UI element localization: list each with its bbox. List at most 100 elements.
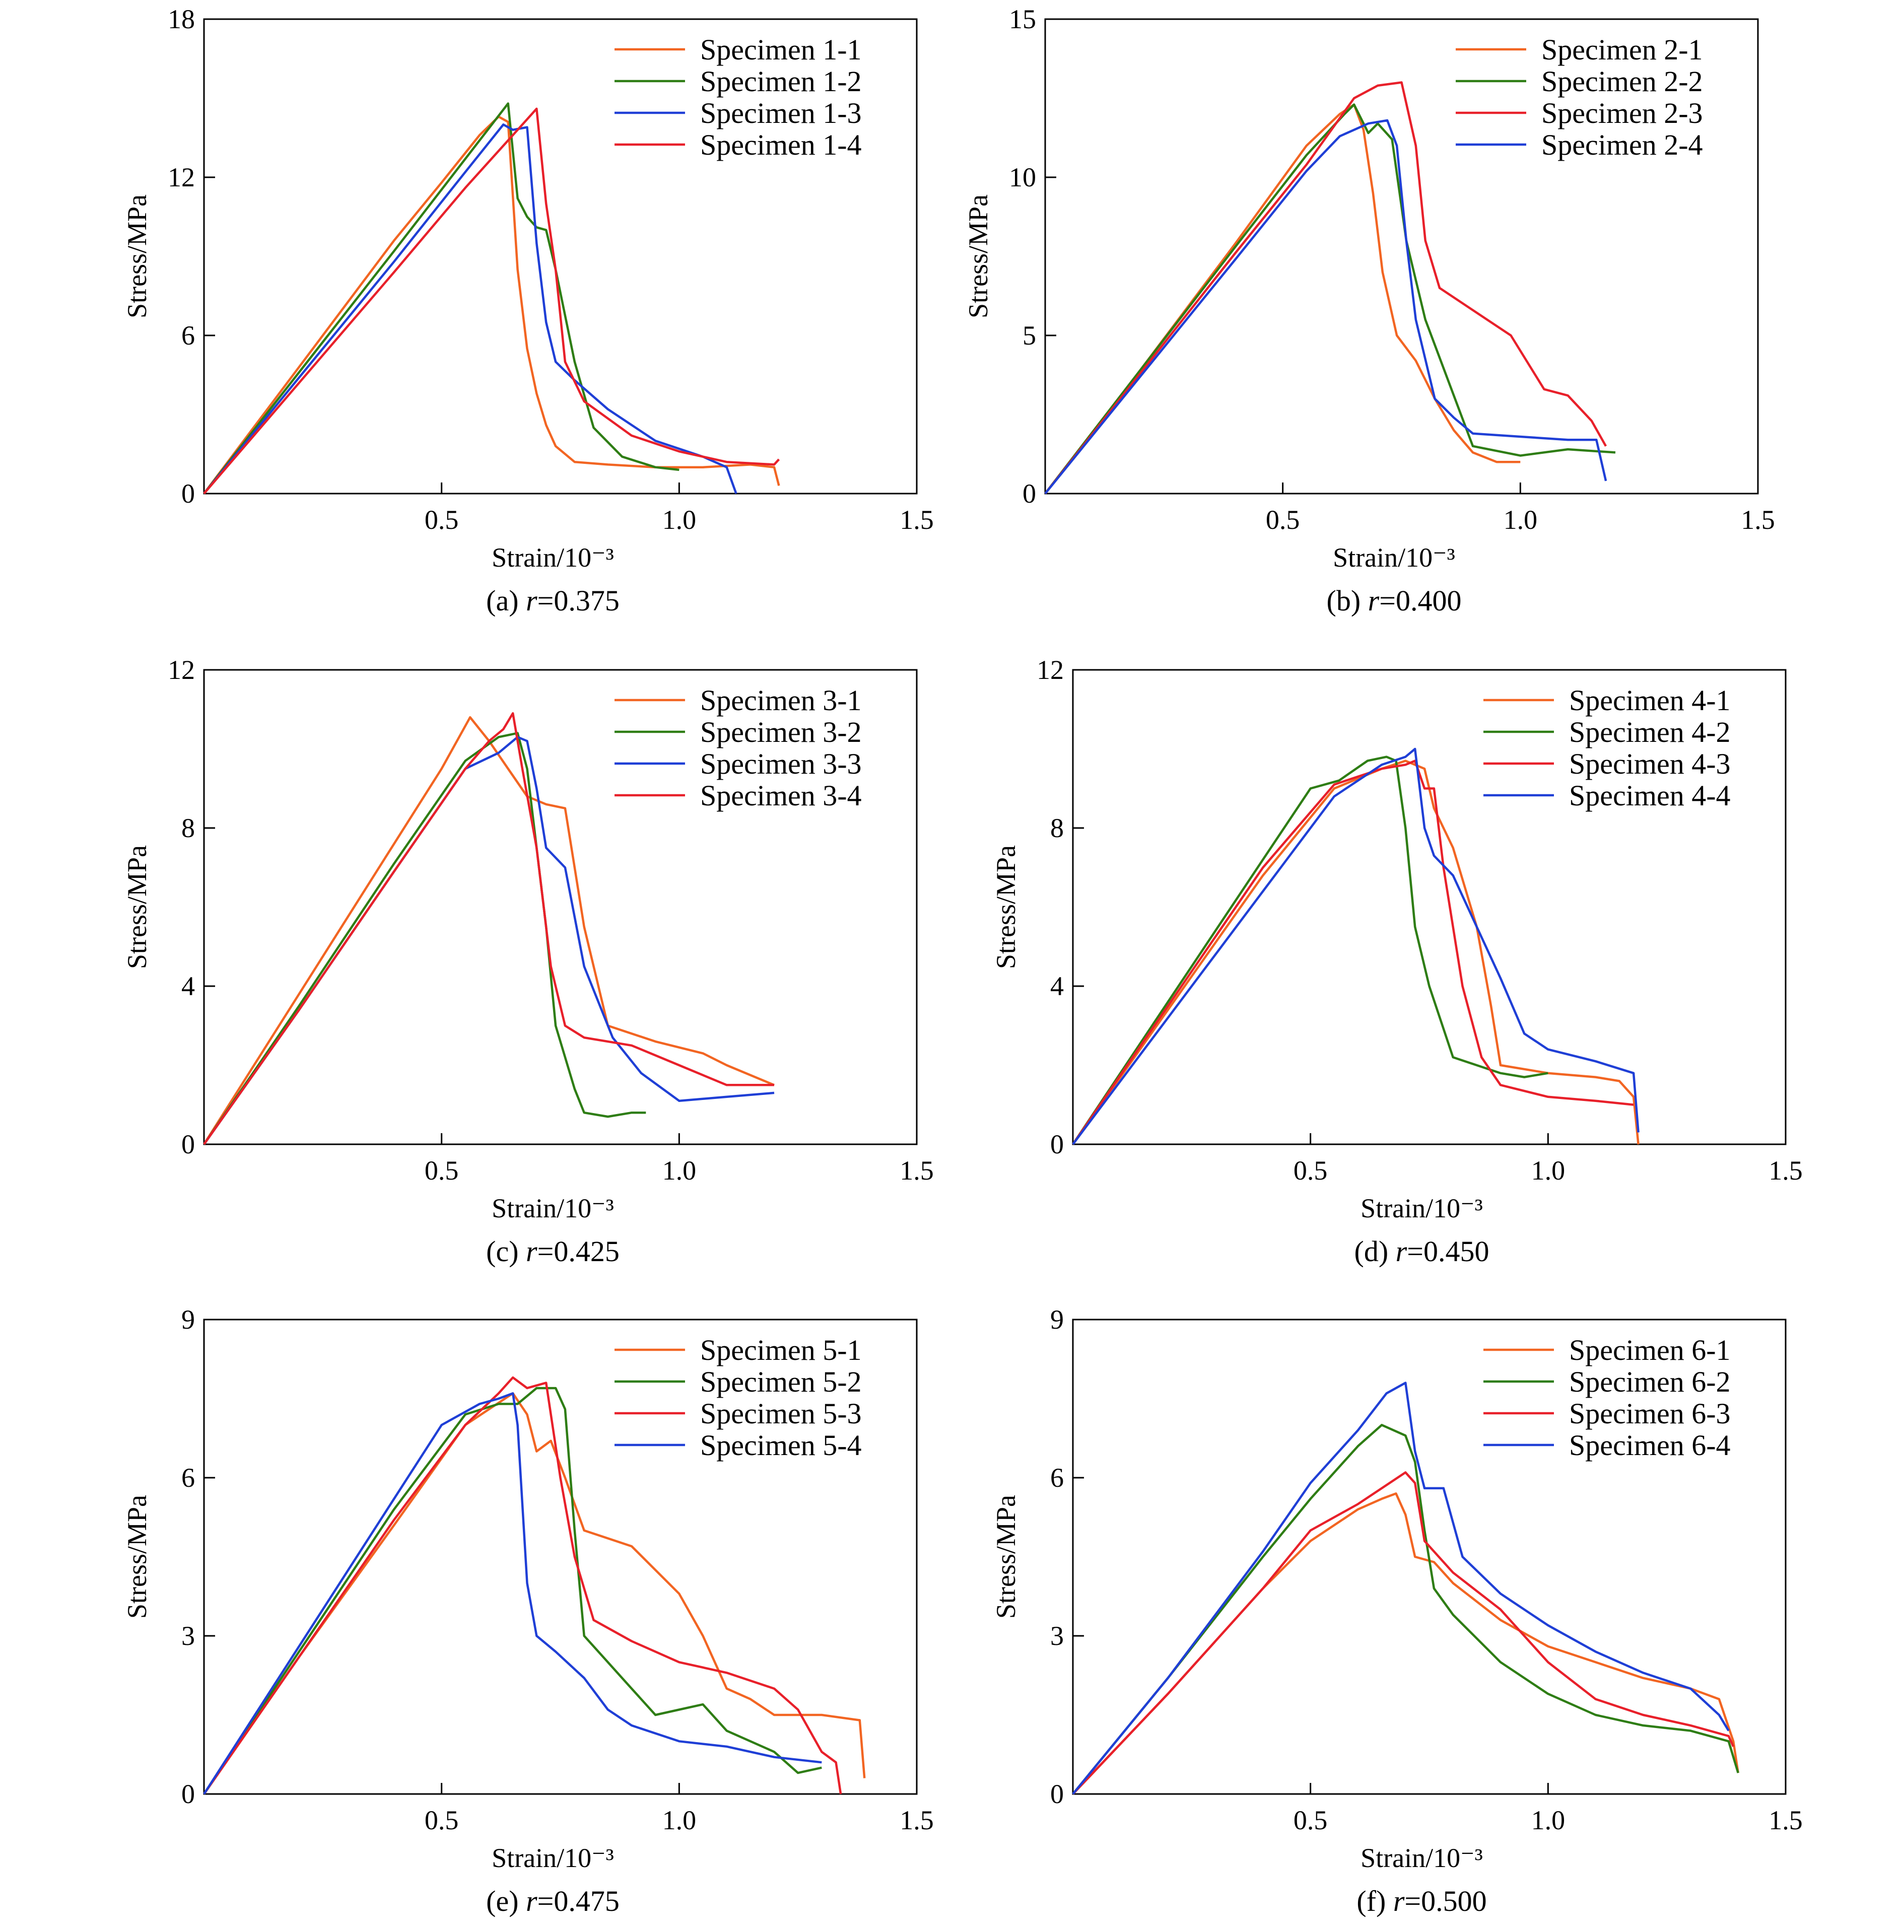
y-tick-label: 6	[1050, 1463, 1064, 1493]
caption-prefix: (d)	[1354, 1235, 1396, 1268]
caption-prefix: (a)	[486, 584, 526, 617]
series-line-2	[203, 102, 679, 495]
series-line-2	[1072, 1424, 1739, 1795]
caption-prefix: (b)	[1327, 584, 1368, 617]
series-line-4	[203, 1392, 822, 1795]
x-axis-label: Strain/10⁻³	[492, 1843, 614, 1873]
legend-label: Specimen 1-2	[700, 65, 862, 98]
legend-label: Specimen 2-1	[1541, 33, 1703, 66]
x-tick-label: 1.0	[1504, 505, 1538, 535]
caption-variable: r	[526, 1885, 537, 1917]
legend-label: Specimen 4-3	[1569, 747, 1731, 780]
caption-variable: r	[1368, 584, 1380, 617]
legend-label: Specimen 6-3	[1569, 1397, 1731, 1430]
series-line-3	[203, 123, 737, 495]
plot-frame	[1072, 1319, 1787, 1795]
caption-value: =0.500	[1404, 1885, 1486, 1917]
caption-variable: r	[526, 584, 537, 617]
legend-label: Specimen 5-2	[700, 1365, 862, 1398]
x-tick-label: 0.5	[425, 1805, 459, 1835]
panel-caption: (b) r=0.400	[1327, 584, 1462, 617]
y-tick-label: 3	[1050, 1621, 1064, 1651]
series-line-2	[1072, 755, 1548, 1145]
plot-frame	[203, 669, 918, 1145]
y-tick-label: 10	[1009, 162, 1036, 192]
legend-label: Specimen 1-1	[700, 33, 862, 66]
series-line-4	[203, 107, 780, 495]
y-tick-label: 18	[168, 4, 195, 34]
caption-variable: r	[1396, 1235, 1407, 1268]
series-line-4	[203, 712, 774, 1145]
chart-panel-4: 0 4 8 12 0.5 1.0 1.5 Strain/10⁻³ Stress/MPa (d) r…	[991, 655, 1803, 1268]
series-line-2	[203, 1387, 822, 1795]
legend-label: Specimen 5-3	[700, 1397, 862, 1430]
plot-frame	[203, 1319, 918, 1795]
caption-value: =0.400	[1379, 584, 1461, 617]
legend-label: Specimen 6-2	[1569, 1365, 1731, 1398]
x-tick-label: 1.5	[1741, 505, 1775, 535]
legend-label: Specimen 4-2	[1569, 716, 1731, 748]
y-tick-label: 3	[181, 1621, 195, 1651]
series-line-1	[203, 716, 775, 1145]
caption-value: =0.475	[537, 1885, 620, 1917]
x-tick-label: 0.5	[425, 505, 459, 535]
y-tick-label: 4	[181, 971, 195, 1001]
plot-frame	[1044, 18, 1759, 495]
legend-label: Specimen 2-3	[1541, 97, 1703, 129]
y-tick-label: 12	[168, 162, 195, 192]
y-tick-label: 12	[1037, 655, 1064, 685]
panel-caption: (e) r=0.475	[486, 1885, 620, 1917]
chart-panel-3: 0 4 8 12 0.5 1.0 1.5 Strain/10⁻³ Stress/MPa (c) r…	[122, 655, 934, 1268]
legend-label: Specimen 3-2	[700, 716, 862, 748]
y-tick-label: 0	[181, 478, 195, 509]
legend-label: Specimen 2-4	[1541, 128, 1703, 161]
legend-label: Specimen 6-4	[1569, 1429, 1731, 1462]
legend-label: Specimen 2-2	[1541, 65, 1703, 98]
y-axis-label: Stress/MPa	[122, 194, 152, 318]
series-line-4	[1072, 747, 1640, 1145]
panel-caption: (c) r=0.425	[486, 1235, 620, 1268]
x-axis-label: Strain/10⁻³	[492, 542, 614, 573]
series-line-1	[1072, 760, 1640, 1145]
legend-label: Specimen 5-1	[700, 1334, 862, 1366]
series-line-2	[1044, 103, 1616, 495]
y-tick-label: 15	[1009, 4, 1036, 34]
x-axis-label: Strain/10⁻³	[1361, 1843, 1483, 1873]
legend-label: Specimen 3-1	[700, 684, 862, 717]
y-tick-label: 12	[168, 655, 195, 685]
series-line-3	[203, 1376, 842, 1795]
x-tick-label: 1.5	[1769, 1155, 1803, 1186]
legend-label: Specimen 5-4	[700, 1429, 862, 1462]
x-tick-label: 1.5	[900, 1155, 934, 1186]
y-axis-label: Stress/MPa	[122, 1495, 152, 1619]
x-tick-label: 1.0	[662, 1805, 697, 1835]
panel-caption: (f) r=0.500	[1356, 1885, 1486, 1917]
series-line-3	[203, 736, 775, 1145]
series-line-1	[1044, 103, 1521, 495]
y-tick-label: 6	[181, 320, 195, 351]
y-tick-label: 6	[181, 1463, 195, 1493]
series-line-4	[1044, 119, 1607, 495]
caption-variable: r	[526, 1235, 537, 1268]
x-axis-label: Strain/10⁻³	[1333, 542, 1455, 573]
chart-panel-2: 0 5 10 15 0.5 1.0 1.5 Strain/10⁻³ Stress/MPa (b) …	[963, 4, 1775, 617]
legend-label: Specimen 3-3	[700, 747, 862, 780]
panel-caption: (d) r=0.450	[1354, 1235, 1489, 1268]
y-axis-label: Stress/MPa	[991, 1495, 1021, 1619]
y-tick-label: 9	[1050, 1304, 1064, 1335]
y-tick-label: 0	[1023, 478, 1036, 509]
y-tick-label: 8	[1050, 813, 1064, 843]
x-tick-label: 0.5	[1294, 1155, 1328, 1186]
x-tick-label: 0.5	[425, 1155, 459, 1186]
x-tick-label: 1.0	[662, 1155, 697, 1186]
caption-prefix: (f)	[1356, 1885, 1393, 1917]
y-tick-label: 0	[181, 1129, 195, 1159]
series-line-1	[203, 115, 780, 495]
y-tick-label: 8	[181, 813, 195, 843]
series-line-3	[1072, 760, 1634, 1145]
y-tick-label: 0	[181, 1779, 195, 1809]
chart-panel-1: 0 6 12 18 0.5 1.0 1.5 Strain/10⁻³ Stress/MPa (a) …	[122, 4, 934, 617]
panel-caption: (a) r=0.375	[486, 584, 620, 617]
legend-label: Specimen 3-4	[700, 779, 862, 812]
